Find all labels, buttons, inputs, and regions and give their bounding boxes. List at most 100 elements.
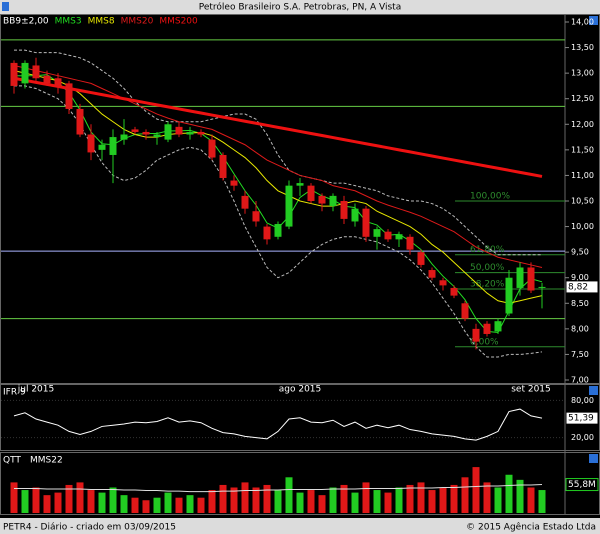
candle-body [164, 124, 172, 140]
pane-icon[interactable] [589, 386, 598, 395]
volume-bar [87, 490, 95, 513]
candle-body [43, 75, 51, 84]
volume-ma [14, 484, 543, 493]
ma-line [13, 76, 543, 178]
candle-body [285, 185, 293, 227]
menu-icon[interactable] [2, 2, 9, 11]
candle-body [175, 126, 183, 135]
candle-body [197, 131, 205, 135]
fib-label: 38,20% [470, 279, 505, 289]
rsi-title: IFR 9 [3, 388, 26, 398]
volume-bar [263, 484, 271, 513]
value-badge [565, 280, 599, 294]
y-tick-label: 8,00 [571, 324, 589, 333]
volume-bar [494, 487, 502, 513]
volume-bar [208, 490, 216, 513]
volume-bar [395, 487, 403, 513]
fib-label: 50,00% [470, 263, 505, 273]
volume-bar [120, 495, 128, 513]
value-badge-label: 55,8M [568, 480, 596, 490]
volume-bar [241, 482, 249, 513]
candle-body [318, 195, 326, 204]
value-badge [565, 411, 599, 425]
volume-bar [274, 490, 282, 513]
rsi-line [13, 408, 543, 441]
candle-body [208, 139, 216, 158]
volume-bar [219, 484, 227, 513]
candle-body [483, 323, 491, 334]
volume-bar [483, 482, 491, 513]
value-badge-label: 8,82 [568, 282, 588, 292]
candle-body [307, 185, 315, 201]
volume-bar [43, 495, 51, 513]
y-tick-label: 13,00 [571, 69, 594, 78]
candle-body [54, 78, 62, 86]
volume-bar [109, 487, 117, 513]
volume-bar [175, 497, 183, 513]
volume-bar [538, 490, 546, 513]
volume-bar [10, 482, 18, 513]
volume-bar [516, 479, 524, 513]
candle-body [65, 83, 73, 109]
legend-entry: MMS20 [121, 17, 154, 27]
candle-body [417, 252, 425, 265]
candle-body [428, 270, 436, 278]
candle-body [153, 134, 161, 138]
title-bar [0, 0, 600, 14]
legend-entry: BB9±2,00 [3, 17, 49, 27]
value-badge-label: 51,39 [568, 414, 594, 424]
candle-body [274, 224, 282, 237]
volume-bar [406, 484, 414, 513]
volume-bar [527, 487, 535, 513]
candle-body [109, 137, 117, 155]
volume-bar [153, 497, 161, 513]
volume-bar [318, 495, 326, 513]
volume-bar [65, 484, 73, 513]
footer-right: © 2015 Agência Estado Ltda [466, 522, 596, 533]
x-tick-label: set 2015 [511, 385, 551, 395]
volume-bar [285, 477, 293, 513]
candle-body [384, 231, 392, 240]
volume-bar [186, 495, 194, 513]
y-tick-label: 12,00 [571, 120, 594, 129]
volume-bar [131, 497, 139, 513]
candle-body [406, 236, 414, 250]
candle-body [76, 108, 84, 135]
y-tick-label: 10,50 [571, 197, 594, 206]
pane-icon[interactable] [589, 454, 598, 463]
volume-bar [21, 490, 29, 513]
band-line [14, 49, 542, 256]
candle-body [516, 267, 524, 288]
volume-bar [472, 467, 480, 513]
pane-icon[interactable] [589, 16, 598, 25]
candle-body [230, 180, 238, 186]
volume-bar [505, 474, 513, 513]
y-tick-label: 12,50 [571, 94, 594, 103]
volume-bar [197, 497, 205, 513]
volume-bar [461, 477, 469, 513]
y-tick-label: 10,00 [571, 222, 594, 231]
value-badge [565, 478, 599, 492]
candle-body [32, 65, 40, 79]
candle-body [362, 208, 370, 237]
y-tick-label: 9,00 [571, 273, 589, 282]
candle-body [87, 134, 95, 153]
legend-entry: MMS8 [88, 17, 115, 27]
volume-bar [351, 492, 359, 513]
fib-label: 61,80% [470, 245, 505, 255]
volume-bar [384, 492, 392, 513]
fib-label: 100,00% [470, 192, 510, 202]
candle-body [538, 286, 546, 288]
volume-bar [230, 487, 238, 513]
volume-bar [296, 492, 304, 513]
volume-bar [362, 482, 370, 513]
candle-body [472, 328, 480, 342]
candle-body [120, 134, 128, 140]
y-tick-label: 20,00 [571, 433, 594, 442]
volume-bar [439, 487, 447, 513]
volume-bar [98, 492, 106, 513]
candle-body [263, 226, 271, 240]
candle-body [131, 129, 139, 132]
legend-entry: MMS200 [159, 17, 198, 27]
